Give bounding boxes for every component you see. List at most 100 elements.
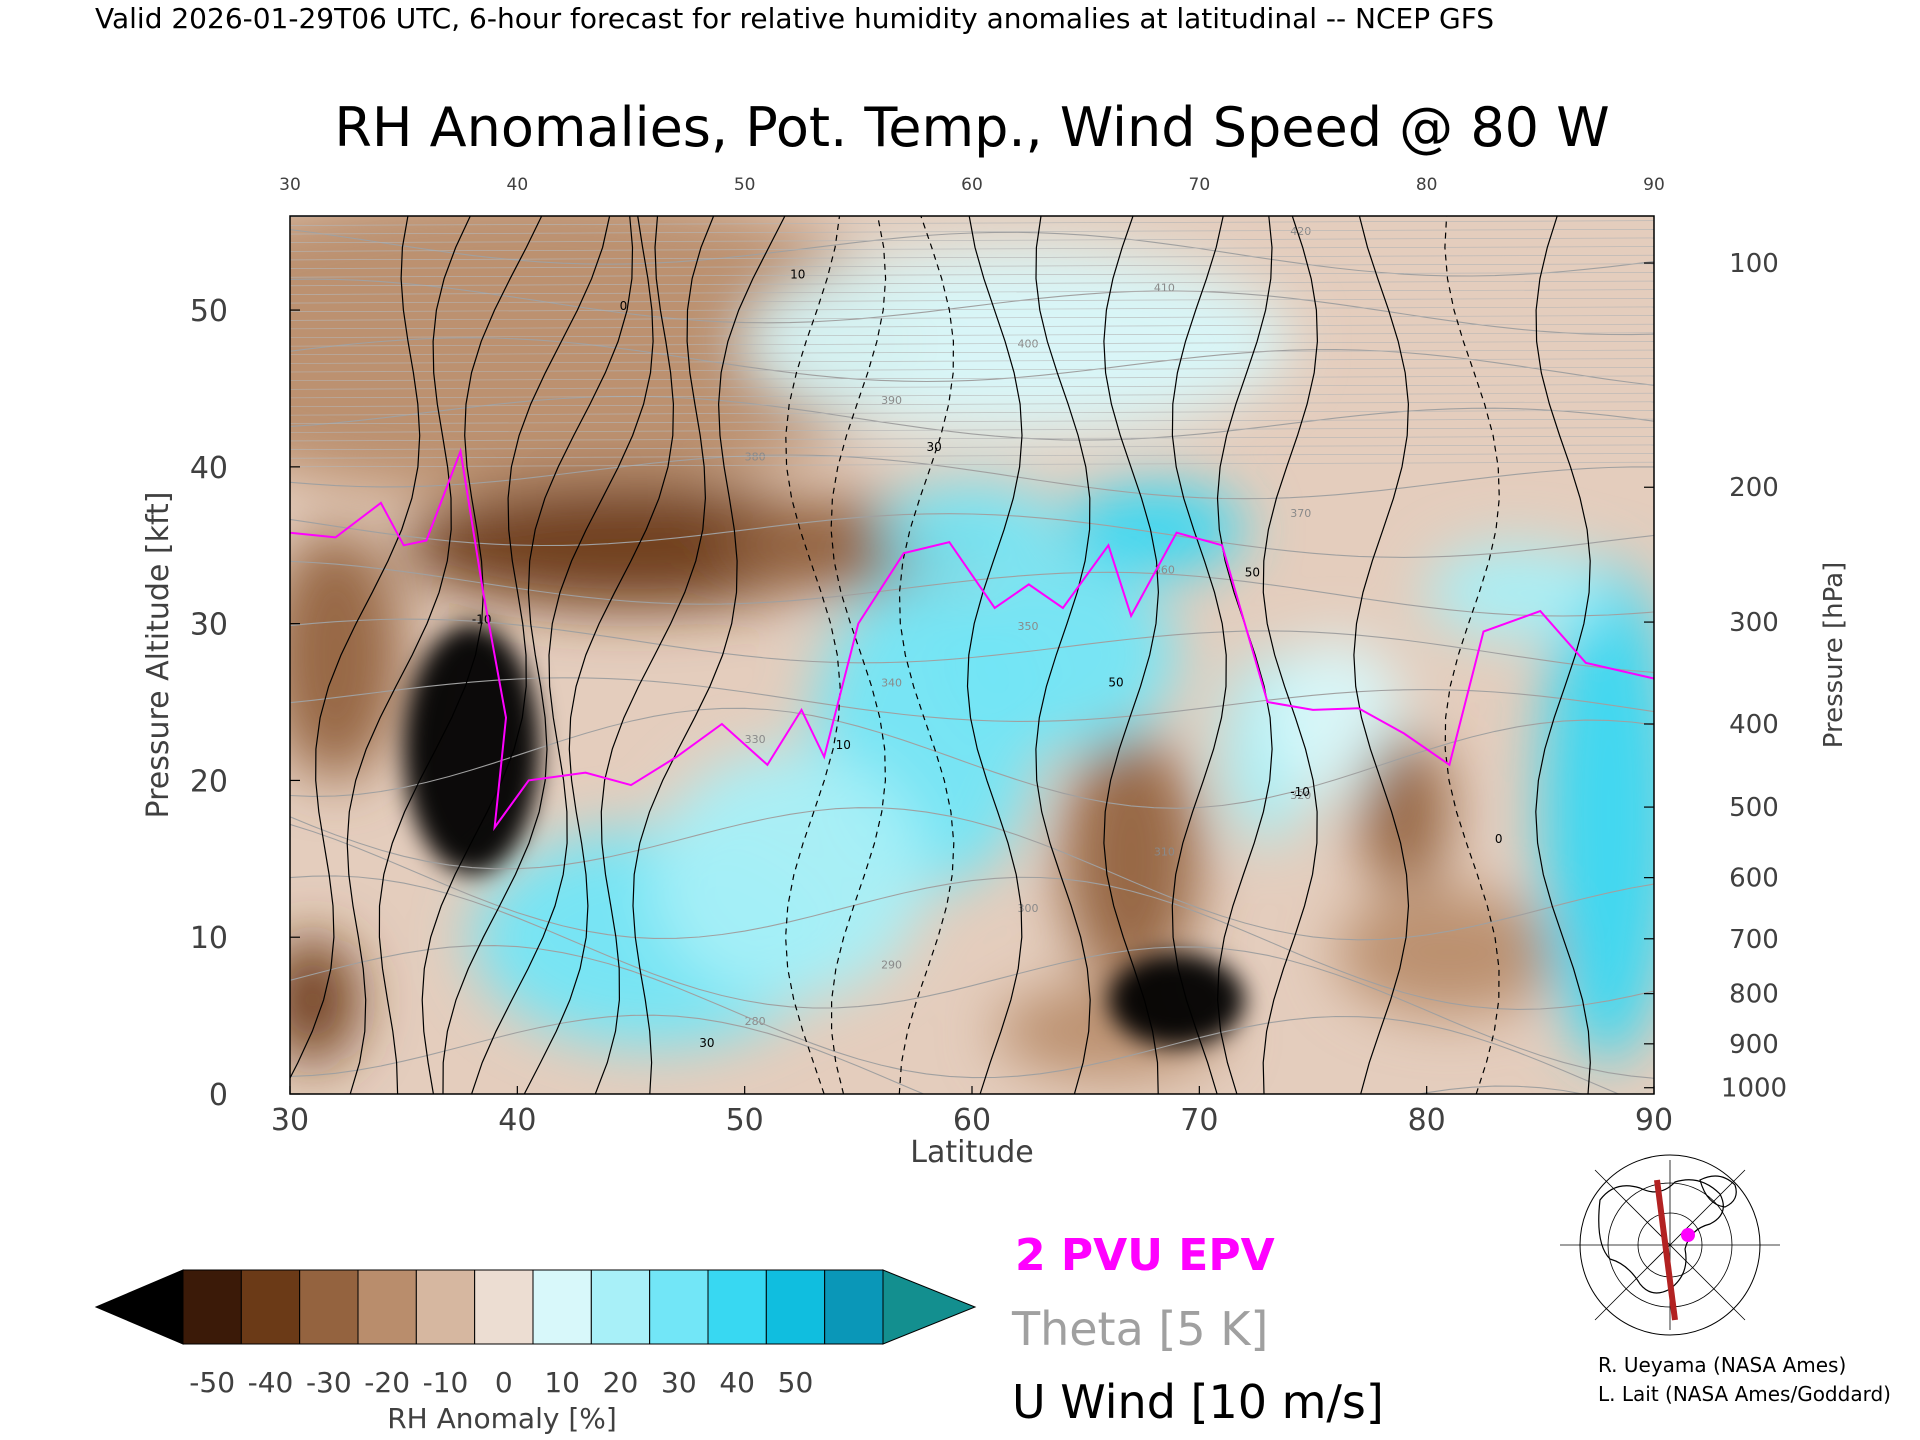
theta-contour-label: 320 <box>1290 789 1311 802</box>
x-tick-label: 80 <box>1408 1103 1446 1138</box>
u-wind-contour-line <box>1103 216 1160 1094</box>
theta-contour-label: 350 <box>1017 620 1038 633</box>
rh-anomaly-region <box>1267 639 1404 797</box>
rh-anomaly-region <box>403 623 541 875</box>
u-wind-contour-line <box>1353 216 1410 1094</box>
u-wind-contour-label: 30 <box>699 1036 714 1050</box>
y-tick-label: 20 <box>190 764 228 799</box>
u-wind-contour-line <box>830 216 887 1094</box>
legend-epv: 2 PVU EPV <box>1015 1230 1275 1281</box>
colorbar-cell <box>532 1269 592 1345</box>
pressure-tick-label: 500 <box>1729 793 1779 823</box>
rh-anomaly-region <box>881 482 1063 577</box>
x-tick-label: 50 <box>726 1103 764 1138</box>
theta-contour-line <box>290 263 1654 269</box>
credit-line-2: L. Lait (NASA Ames/Goddard) <box>1598 1382 1891 1406</box>
colorbar: -50 -40 -30 -20 -10 0 10 20 30 40 50 <box>94 1269 977 1399</box>
theta-contour-line <box>290 358 1654 364</box>
u-wind-contour-line <box>1035 216 1091 1094</box>
u-wind-contour-label: -10 <box>1290 785 1310 799</box>
y-tick-label: 40 <box>190 451 228 486</box>
colorbar-max-triangle <box>882 1269 977 1345</box>
y-axis-label-right: Pressure [hPa] <box>1819 562 1849 749</box>
x-tick-label: 60 <box>953 1103 991 1138</box>
x-top-tick-label: 90 <box>1643 175 1665 195</box>
credit-line-1: R. Ueyama (NASA Ames) <box>1598 1353 1846 1377</box>
pressure-tick-label: 900 <box>1729 1030 1779 1060</box>
theta-contour-label: 340 <box>881 676 902 689</box>
colorbar-tick-label: 0 <box>495 1366 513 1399</box>
y-axis-label-left: Pressure Altitude [kft] <box>141 492 176 819</box>
x-top-tick-label: 50 <box>734 175 756 195</box>
u-wind-contour-line <box>1216 216 1273 1094</box>
u-wind-contour-line <box>421 216 611 1094</box>
colorbar-cell <box>357 1269 417 1345</box>
u-wind-contour-line <box>442 216 634 1094</box>
pressure-tick-label: 200 <box>1729 473 1779 503</box>
y-axis-right: 100 200 300 400 500 600 700 800 900 1000 <box>1644 249 1787 1104</box>
inset-map-icon <box>1560 1154 1780 1336</box>
u-wind-contour-line <box>471 216 654 1094</box>
colorbar-min-triangle <box>94 1269 184 1345</box>
rh-anomaly-region <box>1358 733 1450 891</box>
theta-contour-line <box>290 315 1654 321</box>
pressure-tick-label: 400 <box>1729 710 1779 740</box>
theta-contour-line <box>290 366 1654 373</box>
u-wind-contour-label: 10 <box>790 268 805 282</box>
theta-contour-line <box>290 823 1654 1010</box>
x-axis-label: Latitude <box>910 1135 1033 1170</box>
colorbar-label: RH Anomaly [%] <box>387 1402 617 1435</box>
y-tick-label: 0 <box>209 1078 228 1113</box>
y-tick-label: 50 <box>190 294 228 329</box>
theta-contour-line <box>290 384 1654 390</box>
theta-contour-line <box>290 254 1654 261</box>
theta-contour-line <box>290 410 1654 416</box>
colorbar-tick-label: -30 <box>306 1366 352 1399</box>
theta-contour-label: 290 <box>881 959 902 972</box>
colorbar-cell <box>649 1269 709 1345</box>
colorbar-tick-label: 40 <box>719 1366 755 1399</box>
u-wind-contour-line <box>1171 216 1227 1094</box>
theta-contour-line <box>290 337 1654 386</box>
chart-title: RH Anomalies, Pot. Temp., Wind Speed @ 8… <box>334 96 1609 159</box>
u-wind-contour-label: 0 <box>1495 832 1503 846</box>
u-wind-contour-line <box>1262 216 1319 1094</box>
u-wind-contour-label: 10 <box>836 738 851 752</box>
theta-contour-line <box>290 220 1654 226</box>
u-wind-contour-line <box>1535 216 1591 1094</box>
colorbar-cell <box>474 1269 534 1345</box>
theta-contour-line <box>290 246 1654 252</box>
theta-contour-label: 330 <box>745 733 766 746</box>
theta-contour-line <box>290 392 1654 399</box>
theta-contour-label: 390 <box>881 394 902 407</box>
theta-contour-line <box>290 278 1654 336</box>
colorbar-tick-label: 30 <box>661 1366 697 1399</box>
x-axis-top: 30 40 50 60 70 80 90 <box>279 175 1665 195</box>
theta-contour-line <box>290 418 1654 425</box>
colorbar-tick-label: 50 <box>778 1366 814 1399</box>
colorbar-cell <box>590 1269 651 1345</box>
x-top-tick-label: 40 <box>507 175 529 195</box>
colorbar-cell <box>299 1269 359 1345</box>
rh-anomaly-region <box>949 560 1177 750</box>
colorbar-tick-label: -10 <box>423 1366 469 1399</box>
u-wind-contour-line <box>898 216 955 1094</box>
theta-contour-label: 420 <box>1290 225 1311 238</box>
u-wind-contour-line <box>966 216 1023 1094</box>
colorbar-tick-label: -20 <box>364 1366 410 1399</box>
theta-contour-line <box>290 237 1654 243</box>
rh-anomaly-region <box>1108 952 1245 1047</box>
colorbar-cell <box>824 1269 884 1345</box>
plot-area: 2802903003103203303403503603703803904004… <box>290 216 1654 1094</box>
pressure-tick-label: 100 <box>1729 249 1779 279</box>
rh-anomaly-field <box>290 216 1654 1079</box>
theta-contour-label: 400 <box>1017 338 1038 351</box>
u-wind-contour-line <box>290 216 421 1080</box>
x-tick-label: 90 <box>1635 1103 1673 1138</box>
theta-contour-line <box>290 453 1654 459</box>
theta-contour-line <box>290 395 1654 441</box>
theta-contour-line <box>290 298 1654 304</box>
colorbar-cell <box>182 1269 242 1345</box>
u-wind-contour-line <box>346 216 471 1094</box>
pressure-tick-label: 1000 <box>1721 1074 1787 1104</box>
